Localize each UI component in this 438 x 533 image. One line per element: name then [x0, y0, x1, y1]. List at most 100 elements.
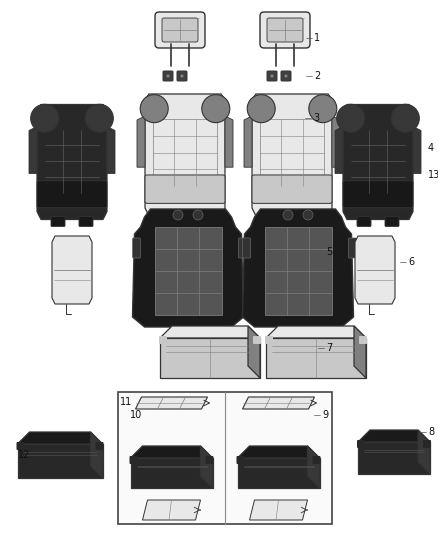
Polygon shape: [266, 326, 366, 338]
Polygon shape: [250, 94, 334, 216]
Text: 8: 8: [428, 427, 434, 437]
FancyBboxPatch shape: [359, 336, 367, 344]
Circle shape: [202, 95, 230, 123]
FancyBboxPatch shape: [252, 175, 332, 204]
Polygon shape: [335, 126, 343, 174]
Text: 3: 3: [313, 113, 319, 123]
FancyBboxPatch shape: [17, 442, 25, 450]
Circle shape: [31, 104, 59, 132]
Text: 2: 2: [314, 71, 320, 81]
FancyBboxPatch shape: [95, 442, 103, 450]
FancyBboxPatch shape: [239, 238, 247, 258]
Text: 5: 5: [326, 247, 332, 257]
FancyBboxPatch shape: [205, 456, 213, 464]
Polygon shape: [160, 326, 260, 338]
FancyBboxPatch shape: [299, 213, 313, 223]
Polygon shape: [107, 126, 115, 174]
FancyBboxPatch shape: [237, 456, 244, 464]
Polygon shape: [135, 397, 208, 409]
Polygon shape: [131, 446, 212, 458]
FancyBboxPatch shape: [281, 71, 291, 81]
Text: 13: 13: [428, 170, 438, 180]
Polygon shape: [243, 397, 314, 409]
FancyBboxPatch shape: [162, 18, 198, 42]
Polygon shape: [35, 104, 109, 220]
Text: 6: 6: [408, 257, 414, 267]
Polygon shape: [248, 326, 260, 378]
Bar: [155, 227, 222, 315]
FancyBboxPatch shape: [357, 216, 371, 227]
FancyBboxPatch shape: [130, 456, 138, 464]
Circle shape: [193, 210, 203, 220]
FancyBboxPatch shape: [192, 213, 206, 223]
Polygon shape: [355, 236, 395, 304]
Polygon shape: [225, 116, 233, 167]
FancyBboxPatch shape: [177, 71, 187, 81]
Circle shape: [166, 74, 170, 78]
Text: 10: 10: [130, 410, 142, 420]
Polygon shape: [18, 444, 102, 478]
Polygon shape: [307, 446, 319, 488]
Polygon shape: [91, 432, 102, 478]
Polygon shape: [413, 126, 421, 174]
Text: 9: 9: [322, 410, 328, 420]
Polygon shape: [201, 446, 212, 488]
Circle shape: [173, 210, 183, 220]
Polygon shape: [243, 209, 353, 327]
Polygon shape: [250, 500, 307, 520]
Circle shape: [247, 95, 275, 123]
Polygon shape: [332, 116, 340, 167]
Circle shape: [284, 74, 288, 78]
FancyBboxPatch shape: [312, 456, 321, 464]
Polygon shape: [266, 338, 366, 378]
FancyBboxPatch shape: [37, 181, 107, 208]
FancyBboxPatch shape: [357, 440, 365, 448]
Polygon shape: [29, 126, 37, 174]
Circle shape: [270, 74, 274, 78]
Polygon shape: [358, 430, 430, 442]
FancyBboxPatch shape: [349, 238, 357, 258]
FancyBboxPatch shape: [163, 71, 173, 81]
Polygon shape: [18, 432, 102, 444]
Bar: [118, 392, 332, 524]
Circle shape: [283, 210, 293, 220]
Polygon shape: [143, 94, 227, 216]
Polygon shape: [354, 326, 366, 378]
Polygon shape: [137, 116, 145, 167]
FancyBboxPatch shape: [243, 238, 251, 258]
FancyBboxPatch shape: [159, 336, 167, 344]
Circle shape: [180, 74, 184, 78]
FancyBboxPatch shape: [423, 440, 431, 448]
FancyBboxPatch shape: [260, 12, 310, 48]
Polygon shape: [358, 442, 430, 474]
Text: 11: 11: [120, 397, 132, 407]
FancyBboxPatch shape: [51, 216, 65, 227]
Polygon shape: [52, 236, 92, 304]
Polygon shape: [418, 430, 430, 474]
Bar: [153, 119, 217, 186]
FancyBboxPatch shape: [253, 336, 261, 344]
Polygon shape: [237, 458, 319, 488]
Circle shape: [309, 95, 337, 123]
Text: 12: 12: [18, 450, 30, 460]
Circle shape: [391, 104, 419, 132]
FancyBboxPatch shape: [265, 336, 273, 344]
FancyBboxPatch shape: [79, 216, 93, 227]
Polygon shape: [133, 209, 244, 327]
FancyBboxPatch shape: [133, 238, 141, 258]
FancyBboxPatch shape: [267, 18, 303, 42]
Circle shape: [337, 104, 365, 132]
Circle shape: [303, 210, 313, 220]
Polygon shape: [142, 500, 201, 520]
FancyBboxPatch shape: [271, 213, 285, 223]
FancyBboxPatch shape: [164, 213, 178, 223]
Polygon shape: [341, 104, 415, 220]
FancyBboxPatch shape: [155, 12, 205, 48]
Polygon shape: [237, 446, 319, 458]
Bar: [260, 119, 324, 186]
Polygon shape: [244, 116, 252, 167]
FancyBboxPatch shape: [385, 216, 399, 227]
Circle shape: [140, 95, 168, 123]
Circle shape: [85, 104, 113, 132]
Text: 4: 4: [428, 143, 434, 153]
